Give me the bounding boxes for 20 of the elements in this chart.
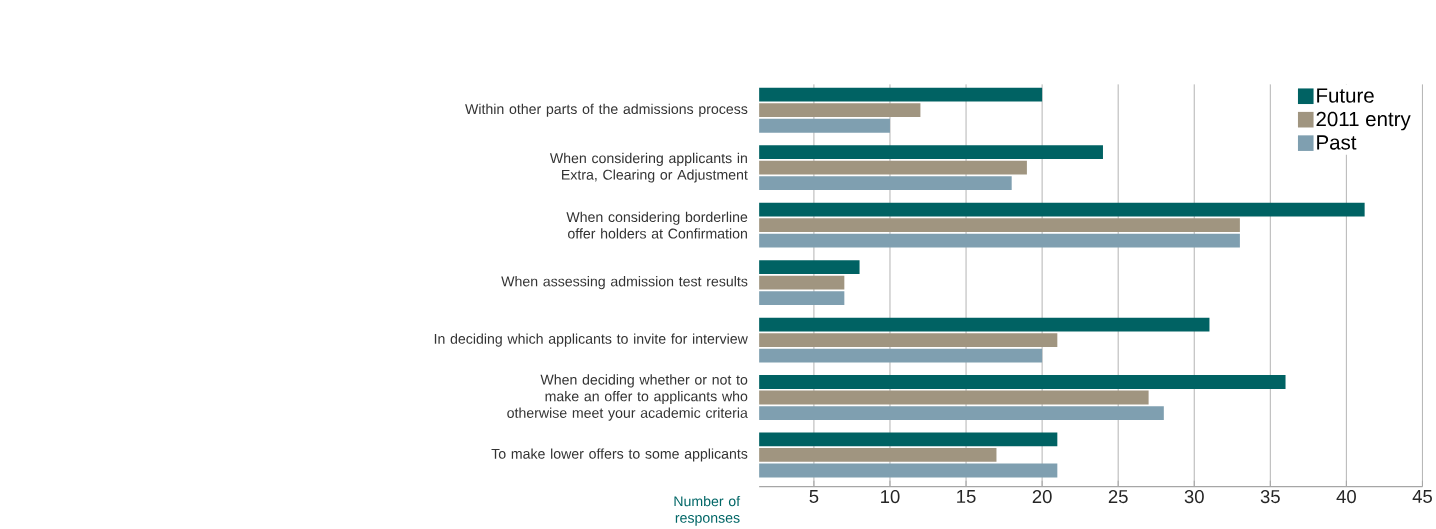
x-axis-title: Number of responses xyxy=(674,495,741,526)
x-tick-label: 45 xyxy=(1412,490,1432,504)
x-tick-label: 10 xyxy=(881,490,900,504)
y-tick-label: Within other parts of the admissions process xyxy=(465,103,748,117)
x-tick-label: 25 xyxy=(1108,490,1128,504)
y-tick-label: In deciding which applicants to invite for interview xyxy=(434,333,748,347)
y-tick-label: When deciding whether or not to make an offer to applicants who otherwise meet your academic criteria xyxy=(507,374,748,421)
y-tick-label: When considering borderline offer holders at Confirmation xyxy=(566,211,748,239)
y-tick-label: When considering applicants in Extra, Clearing or Adjustment xyxy=(549,152,748,183)
x-tick-label: 15 xyxy=(957,490,976,504)
legend-label: Past xyxy=(1317,135,1357,150)
x-tick-label: 35 xyxy=(1260,490,1280,504)
legend-label: Future xyxy=(1317,88,1374,103)
legend-label: 2011 entry xyxy=(1316,111,1411,131)
x-tick-label: 20 xyxy=(1032,490,1052,504)
y-tick-label: To make lower offers to some applicants xyxy=(491,448,748,462)
y-tick-label: When assessing admission test results xyxy=(501,276,748,290)
x-tick-label: 30 xyxy=(1184,490,1204,504)
x-tick-label: 40 xyxy=(1336,490,1356,504)
x-tick-label: 5 xyxy=(809,490,819,504)
